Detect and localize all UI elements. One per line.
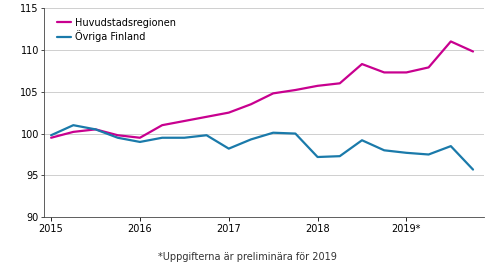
Huvudstadsregionen xyxy=(270,92,276,95)
Huvudstadsregionen xyxy=(292,89,298,92)
Övriga Finland xyxy=(448,144,454,148)
Övriga Finland xyxy=(137,140,143,144)
Huvudstadsregionen xyxy=(70,130,76,134)
Huvudstadsregionen xyxy=(204,115,209,118)
Huvudstadsregionen xyxy=(48,136,54,139)
Huvudstadsregionen xyxy=(248,103,254,106)
Huvudstadsregionen xyxy=(181,120,187,123)
Övriga Finland xyxy=(270,131,276,134)
Övriga Finland xyxy=(92,128,98,131)
Huvudstadsregionen xyxy=(448,40,454,43)
Övriga Finland xyxy=(470,168,476,171)
Övriga Finland xyxy=(204,134,209,137)
Line: Huvudstadsregionen: Huvudstadsregionen xyxy=(51,41,473,138)
Huvudstadsregionen xyxy=(404,71,410,74)
Huvudstadsregionen xyxy=(315,84,321,87)
Huvudstadsregionen xyxy=(359,63,365,66)
Övriga Finland xyxy=(48,134,54,137)
Övriga Finland xyxy=(159,136,165,139)
Huvudstadsregionen xyxy=(137,136,143,139)
Övriga Finland xyxy=(226,147,232,150)
Huvudstadsregionen xyxy=(337,82,343,85)
Övriga Finland xyxy=(359,139,365,142)
Huvudstadsregionen xyxy=(159,123,165,127)
Huvudstadsregionen xyxy=(470,50,476,53)
Huvudstadsregionen xyxy=(381,71,387,74)
Övriga Finland xyxy=(315,155,321,158)
Övriga Finland xyxy=(381,149,387,152)
Övriga Finland xyxy=(292,132,298,135)
Övriga Finland xyxy=(115,136,121,139)
Huvudstadsregionen xyxy=(226,111,232,114)
Huvudstadsregionen xyxy=(115,134,121,137)
Övriga Finland xyxy=(337,154,343,158)
Övriga Finland xyxy=(426,153,432,156)
Övriga Finland xyxy=(248,138,254,141)
Legend: Huvudstadsregionen, Övriga Finland: Huvudstadsregionen, Övriga Finland xyxy=(54,15,179,45)
Övriga Finland xyxy=(70,123,76,127)
Text: *Uppgifterna är preliminära för 2019: *Uppgifterna är preliminära för 2019 xyxy=(158,252,336,262)
Line: Övriga Finland: Övriga Finland xyxy=(51,125,473,170)
Huvudstadsregionen xyxy=(426,66,432,69)
Övriga Finland xyxy=(404,151,410,154)
Huvudstadsregionen xyxy=(92,128,98,131)
Övriga Finland xyxy=(181,136,187,139)
